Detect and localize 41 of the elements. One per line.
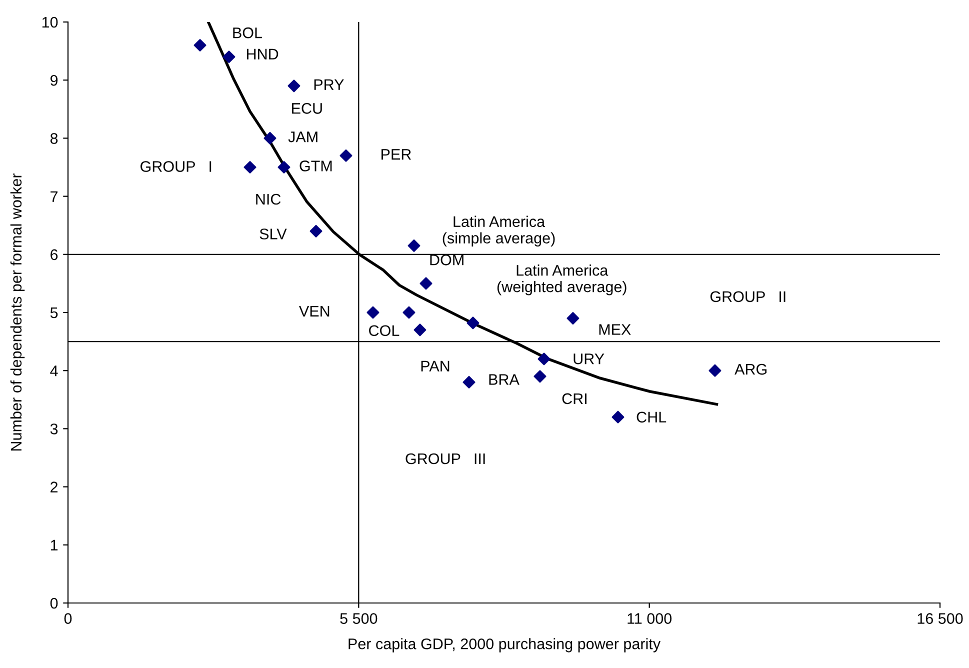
y-tick-label: 8 <box>50 133 58 144</box>
y-tick-label: 6 <box>50 249 58 260</box>
annotation: VEN <box>299 306 330 316</box>
y-tick-label: 5 <box>50 308 58 318</box>
annotation: COL <box>369 325 400 336</box>
annotation: ARG <box>734 364 766 375</box>
y-tick-label: 10 <box>42 16 58 28</box>
annotation: PRY <box>314 79 344 90</box>
annotation: GROUP I <box>140 161 212 172</box>
annotation: URY <box>574 354 604 364</box>
y-tick-label: 7 <box>50 191 58 202</box>
annotation: SLV <box>260 228 287 240</box>
annotation: MEX <box>599 324 631 335</box>
y-tick-label: 4 <box>50 366 58 376</box>
annotation: CHL <box>636 412 666 423</box>
y-tick-label: 1 <box>50 540 58 550</box>
annotation: GTM <box>300 160 332 172</box>
annotation: JAM <box>288 132 318 142</box>
annotation: GROUP II <box>710 291 786 302</box>
annotation: PER <box>382 149 411 160</box>
x-tick-label: 11 000 <box>628 613 672 624</box>
annotation: DOM <box>430 254 464 266</box>
y-tick-label: 3 <box>50 424 58 434</box>
annotation: GROUP III <box>406 453 485 464</box>
annotation: CRI <box>562 393 586 404</box>
annotation: Latin America (weighted average) <box>497 264 626 296</box>
x-tick-label: 0 <box>64 613 72 624</box>
y-tick-label: 0 <box>50 598 58 609</box>
annotation: ECU <box>292 103 322 114</box>
annotation: BOL <box>233 27 262 38</box>
y-axis-title: Number of dependents per formal worker <box>10 173 25 450</box>
x-tick-label: 5 500 <box>340 613 378 624</box>
y-tick-label: 9 <box>50 74 58 86</box>
annotation: NIC <box>256 194 281 205</box>
annotation: PAN <box>421 360 450 372</box>
annotation: Latin America (simple average) <box>442 216 555 247</box>
x-axis-title: Per capita GDP, 2000 purchasing power parity <box>348 638 661 652</box>
y-tick-label: 2 <box>50 482 58 492</box>
annotation: BRA <box>489 374 520 385</box>
x-tick-label: 16 500 <box>918 613 963 624</box>
annotation: HND <box>247 48 278 60</box>
